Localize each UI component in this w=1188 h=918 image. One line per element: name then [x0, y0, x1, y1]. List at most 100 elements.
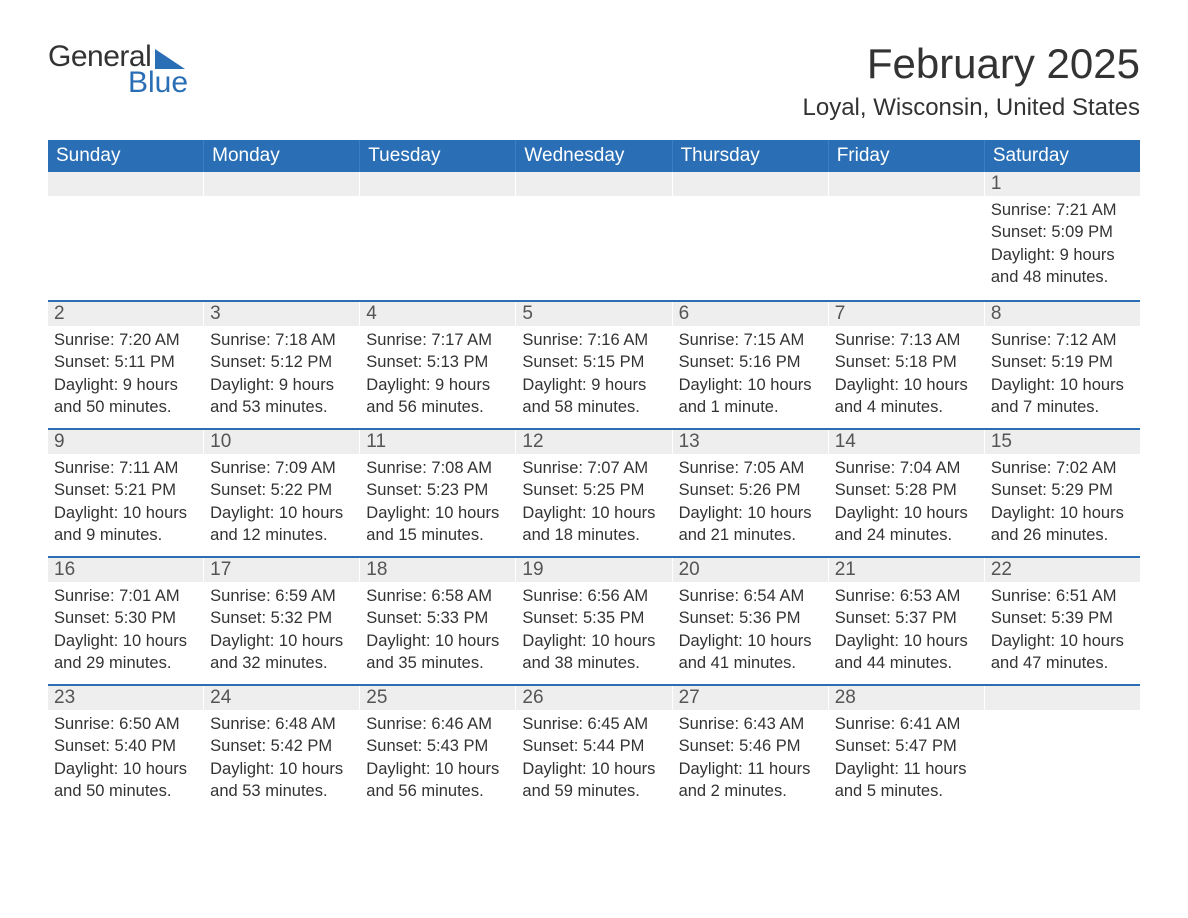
- sunrise-text: Sunrise: 6:54 AM: [679, 585, 822, 607]
- sunrise-text: Sunrise: 7:15 AM: [679, 329, 822, 351]
- day-body: Sunrise: 7:07 AMSunset: 5:25 PMDaylight:…: [516, 454, 671, 554]
- day-number: 25: [360, 686, 515, 710]
- day-cell: 23Sunrise: 6:50 AMSunset: 5:40 PMDayligh…: [48, 686, 204, 812]
- sunset-text: Sunset: 5:28 PM: [835, 479, 978, 501]
- daylight-text: Daylight: 10 hours and 29 minutes.: [54, 630, 197, 675]
- sunrise-text: Sunrise: 7:11 AM: [54, 457, 197, 479]
- day-cell: 28Sunrise: 6:41 AMSunset: 5:47 PMDayligh…: [829, 686, 985, 812]
- daylight-text: Daylight: 10 hours and 56 minutes.: [366, 758, 509, 803]
- day-cell: [516, 172, 672, 300]
- day-number: 28: [829, 686, 984, 710]
- sunset-text: Sunset: 5:09 PM: [991, 221, 1134, 243]
- sunrise-text: Sunrise: 7:07 AM: [522, 457, 665, 479]
- sunset-text: Sunset: 5:33 PM: [366, 607, 509, 629]
- sunset-text: Sunset: 5:25 PM: [522, 479, 665, 501]
- day-body: Sunrise: 6:41 AMSunset: 5:47 PMDaylight:…: [829, 710, 984, 810]
- sunset-text: Sunset: 5:22 PM: [210, 479, 353, 501]
- sunrise-text: Sunrise: 7:16 AM: [522, 329, 665, 351]
- daylight-text: Daylight: 9 hours and 53 minutes.: [210, 374, 353, 419]
- day-number: 23: [48, 686, 203, 710]
- day-number: 24: [204, 686, 359, 710]
- day-cell: 7Sunrise: 7:13 AMSunset: 5:18 PMDaylight…: [829, 302, 985, 428]
- sunrise-text: Sunrise: 7:17 AM: [366, 329, 509, 351]
- day-number: 7: [829, 302, 984, 326]
- day-body: Sunrise: 6:54 AMSunset: 5:36 PMDaylight:…: [673, 582, 828, 682]
- month-title: February 2025: [803, 40, 1141, 88]
- day-number: 21: [829, 558, 984, 582]
- daylight-text: Daylight: 11 hours and 5 minutes.: [835, 758, 978, 803]
- day-number: 2: [48, 302, 203, 326]
- day-header-sun: Sunday: [48, 140, 204, 172]
- day-number: 1: [985, 172, 1140, 196]
- sunset-text: Sunset: 5:40 PM: [54, 735, 197, 757]
- day-number: 11: [360, 430, 515, 454]
- day-header-thu: Thursday: [673, 140, 829, 172]
- day-body: Sunrise: 7:15 AMSunset: 5:16 PMDaylight:…: [673, 326, 828, 426]
- daylight-text: Daylight: 9 hours and 50 minutes.: [54, 374, 197, 419]
- day-number: 15: [985, 430, 1140, 454]
- day-cell: 4Sunrise: 7:17 AMSunset: 5:13 PMDaylight…: [360, 302, 516, 428]
- weeks-container: 1Sunrise: 7:21 AMSunset: 5:09 PMDaylight…: [48, 172, 1140, 812]
- day-body: Sunrise: 7:05 AMSunset: 5:26 PMDaylight:…: [673, 454, 828, 554]
- day-header-row: Sunday Monday Tuesday Wednesday Thursday…: [48, 140, 1140, 172]
- day-header-fri: Friday: [829, 140, 985, 172]
- daylight-text: Daylight: 10 hours and 18 minutes.: [522, 502, 665, 547]
- sunset-text: Sunset: 5:35 PM: [522, 607, 665, 629]
- day-cell: 21Sunrise: 6:53 AMSunset: 5:37 PMDayligh…: [829, 558, 985, 684]
- day-body: Sunrise: 7:18 AMSunset: 5:12 PMDaylight:…: [204, 326, 359, 426]
- daylight-text: Daylight: 10 hours and 15 minutes.: [366, 502, 509, 547]
- day-number: 9: [48, 430, 203, 454]
- day-body: Sunrise: 6:51 AMSunset: 5:39 PMDaylight:…: [985, 582, 1140, 682]
- daylight-text: Daylight: 10 hours and 1 minute.: [679, 374, 822, 419]
- sunset-text: Sunset: 5:21 PM: [54, 479, 197, 501]
- day-cell: 11Sunrise: 7:08 AMSunset: 5:23 PMDayligh…: [360, 430, 516, 556]
- sunrise-text: Sunrise: 7:02 AM: [991, 457, 1134, 479]
- daylight-text: Daylight: 9 hours and 48 minutes.: [991, 244, 1134, 289]
- daylight-text: Daylight: 10 hours and 59 minutes.: [522, 758, 665, 803]
- day-number: 6: [673, 302, 828, 326]
- day-number: [360, 172, 515, 196]
- day-body: Sunrise: 6:59 AMSunset: 5:32 PMDaylight:…: [204, 582, 359, 682]
- sunset-text: Sunset: 5:16 PM: [679, 351, 822, 373]
- day-cell: 5Sunrise: 7:16 AMSunset: 5:15 PMDaylight…: [516, 302, 672, 428]
- daylight-text: Daylight: 10 hours and 21 minutes.: [679, 502, 822, 547]
- day-body: Sunrise: 7:17 AMSunset: 5:13 PMDaylight:…: [360, 326, 515, 426]
- week-row: 1Sunrise: 7:21 AMSunset: 5:09 PMDaylight…: [48, 172, 1140, 300]
- daylight-text: Daylight: 10 hours and 47 minutes.: [991, 630, 1134, 675]
- day-cell: 9Sunrise: 7:11 AMSunset: 5:21 PMDaylight…: [48, 430, 204, 556]
- sunset-text: Sunset: 5:37 PM: [835, 607, 978, 629]
- sunset-text: Sunset: 5:43 PM: [366, 735, 509, 757]
- sunrise-text: Sunrise: 6:48 AM: [210, 713, 353, 735]
- day-number: 19: [516, 558, 671, 582]
- sunset-text: Sunset: 5:36 PM: [679, 607, 822, 629]
- day-cell: 6Sunrise: 7:15 AMSunset: 5:16 PMDaylight…: [673, 302, 829, 428]
- day-number: [829, 172, 984, 196]
- day-cell: [673, 172, 829, 300]
- day-number: 4: [360, 302, 515, 326]
- day-number: 20: [673, 558, 828, 582]
- sunrise-text: Sunrise: 6:56 AM: [522, 585, 665, 607]
- day-cell: 2Sunrise: 7:20 AMSunset: 5:11 PMDaylight…: [48, 302, 204, 428]
- daylight-text: Daylight: 10 hours and 24 minutes.: [835, 502, 978, 547]
- brand-word2: Blue: [128, 66, 188, 100]
- day-cell: 25Sunrise: 6:46 AMSunset: 5:43 PMDayligh…: [360, 686, 516, 812]
- location: Loyal, Wisconsin, United States: [803, 94, 1141, 122]
- daylight-text: Daylight: 10 hours and 53 minutes.: [210, 758, 353, 803]
- sunrise-text: Sunrise: 7:04 AM: [835, 457, 978, 479]
- day-number: 22: [985, 558, 1140, 582]
- sunset-text: Sunset: 5:47 PM: [835, 735, 978, 757]
- day-number: [673, 172, 828, 196]
- daylight-text: Daylight: 11 hours and 2 minutes.: [679, 758, 822, 803]
- daylight-text: Daylight: 10 hours and 32 minutes.: [210, 630, 353, 675]
- sunset-text: Sunset: 5:30 PM: [54, 607, 197, 629]
- day-cell: 3Sunrise: 7:18 AMSunset: 5:12 PMDaylight…: [204, 302, 360, 428]
- sunrise-text: Sunrise: 7:08 AM: [366, 457, 509, 479]
- day-number: 17: [204, 558, 359, 582]
- day-cell: 16Sunrise: 7:01 AMSunset: 5:30 PMDayligh…: [48, 558, 204, 684]
- day-body: Sunrise: 6:53 AMSunset: 5:37 PMDaylight:…: [829, 582, 984, 682]
- day-number: 12: [516, 430, 671, 454]
- sunrise-text: Sunrise: 7:20 AM: [54, 329, 197, 351]
- sunset-text: Sunset: 5:15 PM: [522, 351, 665, 373]
- day-number: [48, 172, 203, 196]
- day-body: Sunrise: 7:20 AMSunset: 5:11 PMDaylight:…: [48, 326, 203, 426]
